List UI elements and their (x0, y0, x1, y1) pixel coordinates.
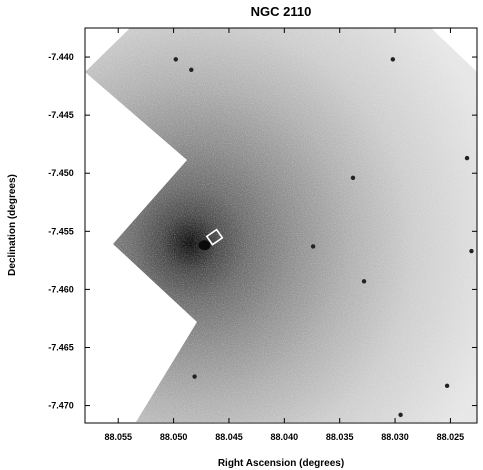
x-axis-label: Right Ascension (degrees) (218, 458, 344, 469)
point-source (398, 412, 403, 418)
point-source (464, 155, 470, 161)
galaxy-nucleus (198, 240, 211, 251)
y-tick-label: -7.440 (48, 52, 74, 62)
y-tick-label: -7.460 (48, 284, 74, 294)
x-axis: 88.055 88.050 88.045 88.040 88.035 88.030 88.0… (104, 28, 464, 442)
x-tick-label: 88.030 (381, 432, 409, 442)
plot-title: NGC 2110 (251, 4, 312, 19)
image-area (85, 28, 477, 423)
point-source (173, 57, 179, 62)
spectroscopic-slit-box (205, 228, 224, 246)
point-source (310, 244, 316, 249)
x-tick-label: 88.025 (437, 432, 465, 442)
y-tick-label: -7.470 (48, 401, 74, 411)
mosaic-footprint (85, 28, 477, 422)
y-tick-label: -7.450 (48, 168, 74, 178)
y-tick-label: -7.445 (48, 110, 74, 120)
y-axis-label: Declination (degrees) (7, 174, 18, 276)
plot-frame (84, 27, 478, 424)
x-tick-label: 88.035 (326, 432, 354, 442)
point-source (469, 248, 474, 254)
point-source (390, 57, 396, 62)
point-sources (173, 57, 474, 418)
y-axis: -7.440 -7.445 -7.450 -7.455 -7.460 -7.465 -7.4… (48, 52, 477, 411)
point-source (361, 279, 367, 284)
point-source (192, 374, 197, 379)
x-tick-label: 88.055 (104, 432, 132, 442)
x-tick-label: 88.045 (215, 432, 243, 442)
y-tick-label: -7.465 (48, 342, 74, 352)
x-tick-label: 88.050 (160, 432, 188, 442)
y-tick-label: -7.455 (48, 226, 74, 236)
point-source (189, 67, 194, 73)
point-source (444, 383, 450, 389)
x-tick-label: 88.040 (271, 432, 299, 442)
point-source (350, 175, 356, 181)
